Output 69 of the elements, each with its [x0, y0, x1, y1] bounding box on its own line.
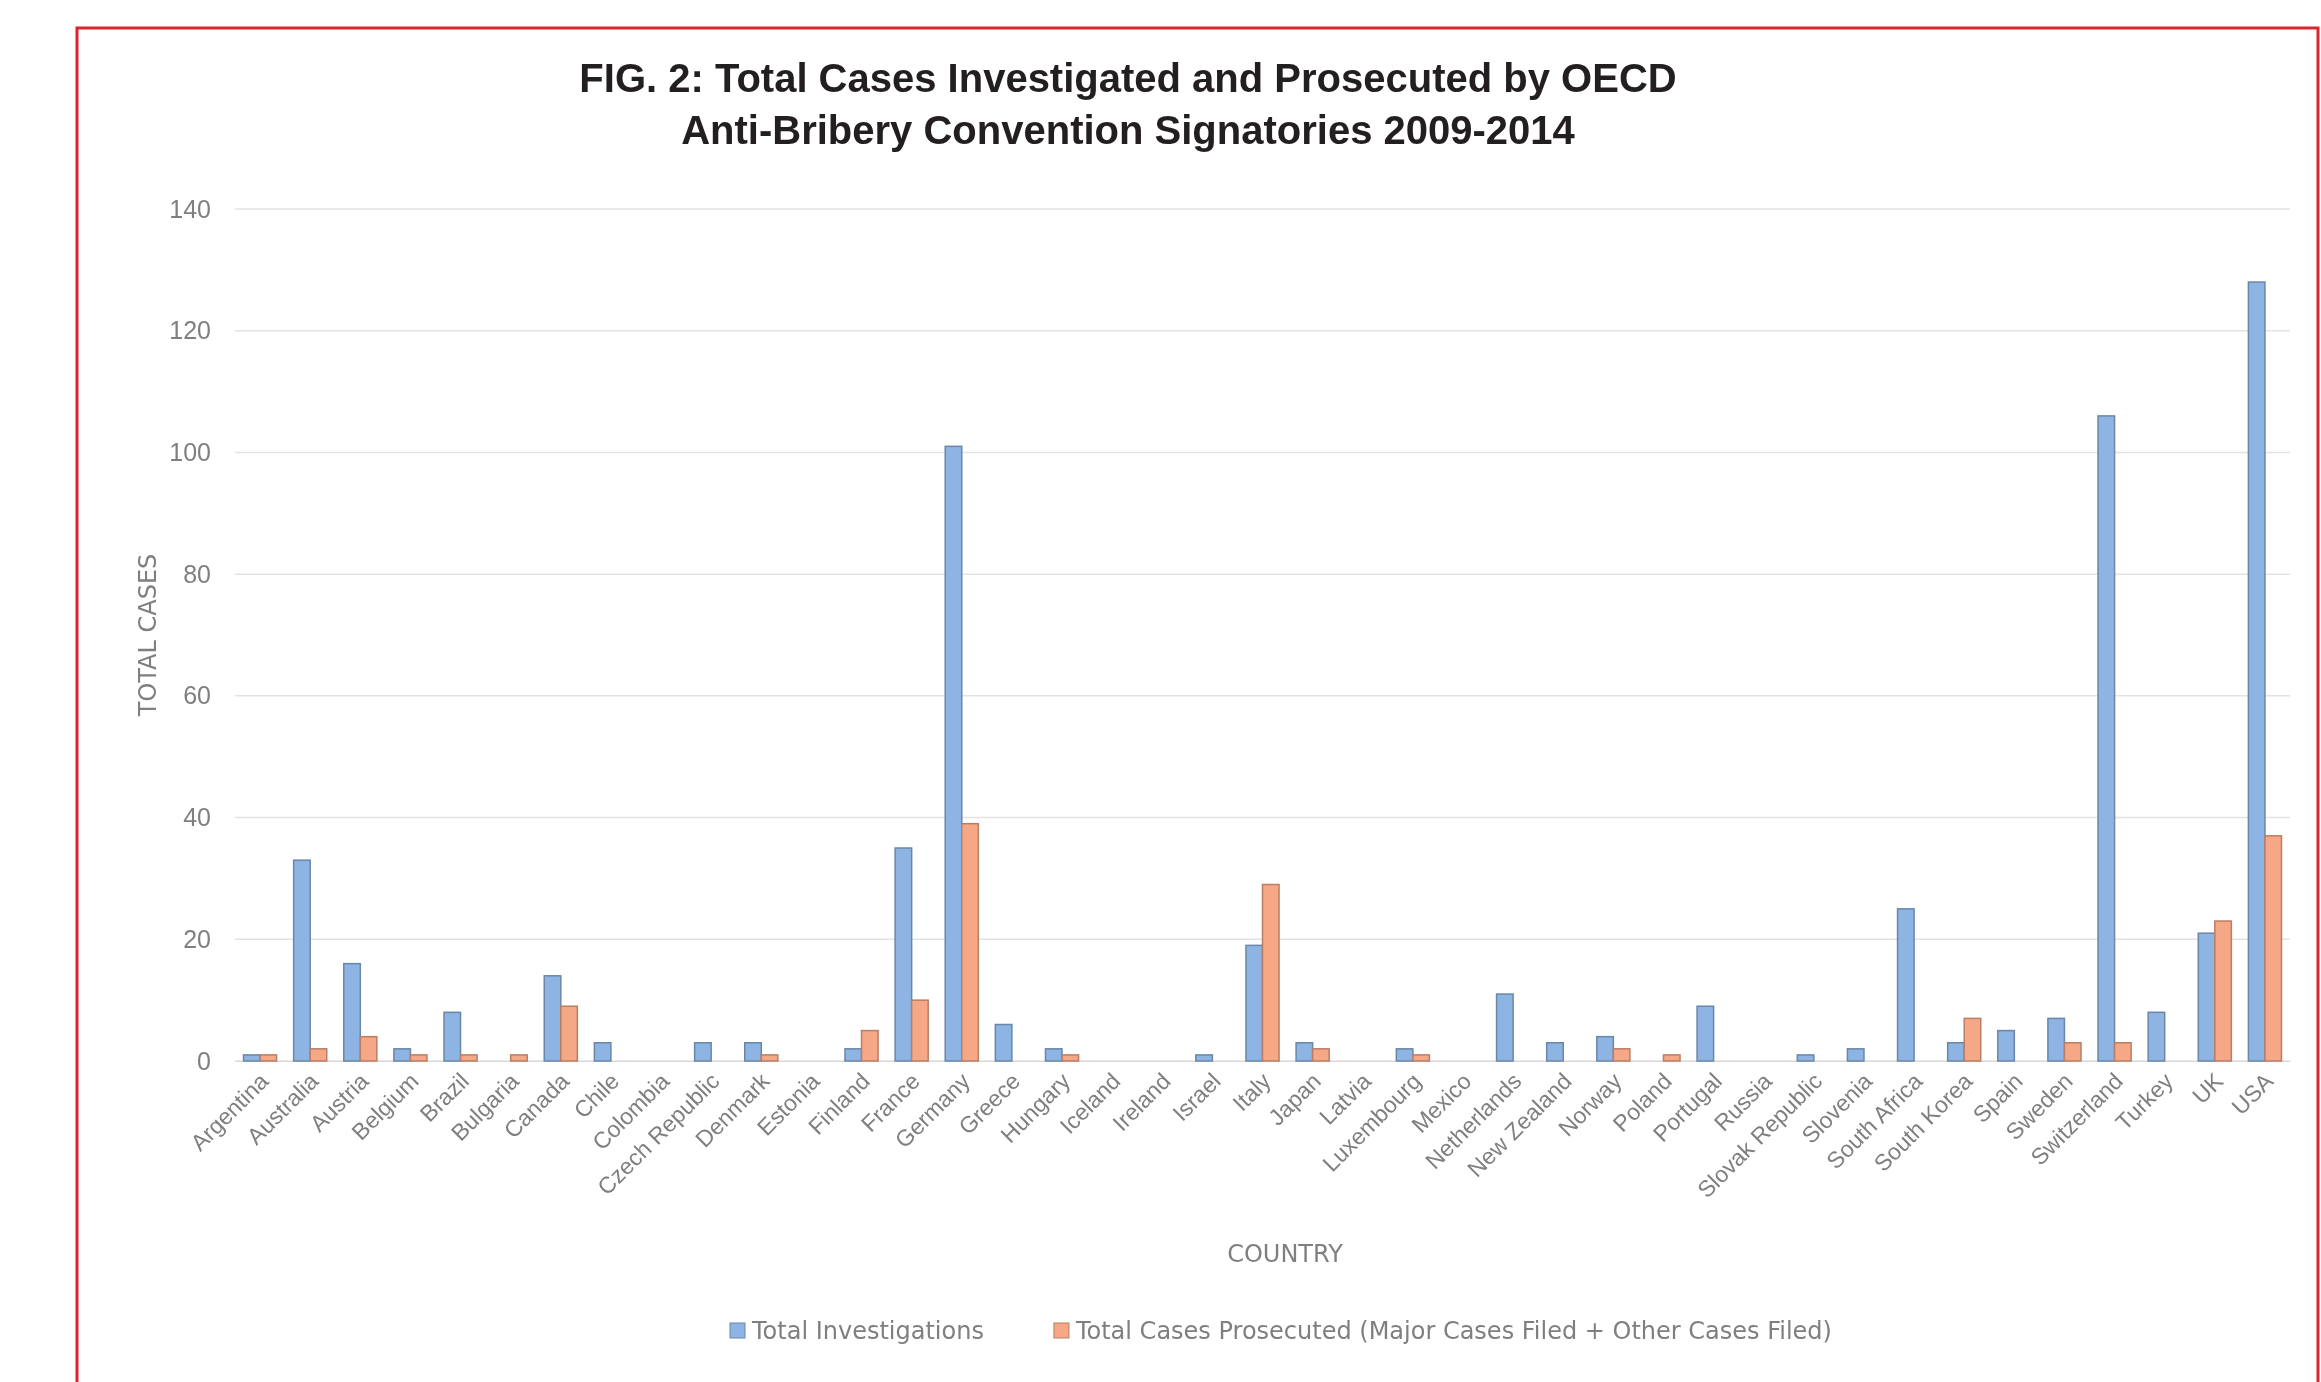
- bar: [309, 1048, 328, 1062]
- x-tick-label: UK: [2187, 1067, 2229, 1109]
- y-tick-label: 0: [197, 1046, 211, 1075]
- bar: [1696, 1005, 1715, 1062]
- bar: [242, 1054, 261, 1062]
- bar: [1311, 1048, 1330, 1062]
- x-axis-title: COUNTRY: [1227, 1240, 1344, 1268]
- bar: [760, 1054, 779, 1062]
- bar: [1395, 1048, 1414, 1062]
- bar: [393, 1048, 412, 1062]
- bar: [1946, 1041, 1965, 1062]
- bar: [994, 1023, 1013, 1062]
- bar: [2047, 1017, 2066, 1062]
- bar: [2097, 415, 2116, 1062]
- bar: [743, 1041, 763, 1062]
- bar: [860, 1029, 879, 1062]
- bar: [1412, 1054, 1431, 1062]
- bar: [1245, 944, 1264, 1062]
- y-tick-label: 120: [169, 316, 211, 345]
- bar: [1963, 1017, 1982, 1062]
- bar: [961, 822, 980, 1062]
- bar: [1997, 1029, 2016, 1062]
- legend-label: Total Cases Prosecuted (Major Cases Filed + Other Cases Filed): [1074, 1317, 1832, 1345]
- bar: [1612, 1048, 1631, 1062]
- bar: [343, 962, 362, 1062]
- bar: [910, 999, 929, 1062]
- bar: [509, 1054, 528, 1062]
- bar: [543, 975, 562, 1062]
- bar: [1796, 1054, 1815, 1062]
- bar: [944, 445, 963, 1062]
- bar: [2214, 920, 2233, 1062]
- bar: [2113, 1041, 2132, 1062]
- bar: [1061, 1054, 1080, 1062]
- bar: [693, 1041, 712, 1062]
- bar: [2197, 932, 2216, 1062]
- bar: [409, 1054, 428, 1062]
- y-axis-title: TOTAL CASES: [134, 553, 162, 718]
- bar: [560, 1005, 579, 1062]
- bar: [259, 1054, 278, 1062]
- bar: [1195, 1054, 1214, 1062]
- bar: [459, 1054, 478, 1062]
- bar: [1261, 883, 1280, 1062]
- y-tick-label: 80: [183, 559, 211, 588]
- bar: [1846, 1048, 1865, 1062]
- y-tick-label: 20: [183, 924, 211, 953]
- bar: [292, 859, 311, 1062]
- bar: [1295, 1041, 1314, 1062]
- y-tick-label: 40: [183, 803, 211, 832]
- y-tick-label: 140: [169, 194, 211, 223]
- bar: [1545, 1041, 1564, 1062]
- bar: [1896, 908, 1915, 1062]
- bar: [2063, 1041, 2082, 1062]
- bar: [1596, 1035, 1615, 1062]
- bar: [2147, 1011, 2166, 1062]
- bar: [844, 1048, 863, 1062]
- x-tick-label: USA: [2226, 1067, 2279, 1120]
- bar: [1044, 1048, 1063, 1062]
- legend-label: Total Investigations: [751, 1317, 984, 1345]
- chart-title: FIG. 2: Total Cases Investigated and Prosecuted by OECD Anti-Bribery Convention Signatories 2009-2014: [579, 56, 1677, 152]
- bar: [894, 847, 913, 1062]
- bar: [1495, 993, 1514, 1062]
- bar: [593, 1041, 612, 1062]
- y-tick-label: 60: [183, 681, 211, 710]
- y-tick-label: 100: [169, 437, 211, 466]
- bar: [2264, 835, 2283, 1062]
- bar: [2247, 281, 2266, 1062]
- bar: [1662, 1054, 1681, 1062]
- bar: [359, 1035, 378, 1062]
- bar: [443, 1011, 462, 1062]
